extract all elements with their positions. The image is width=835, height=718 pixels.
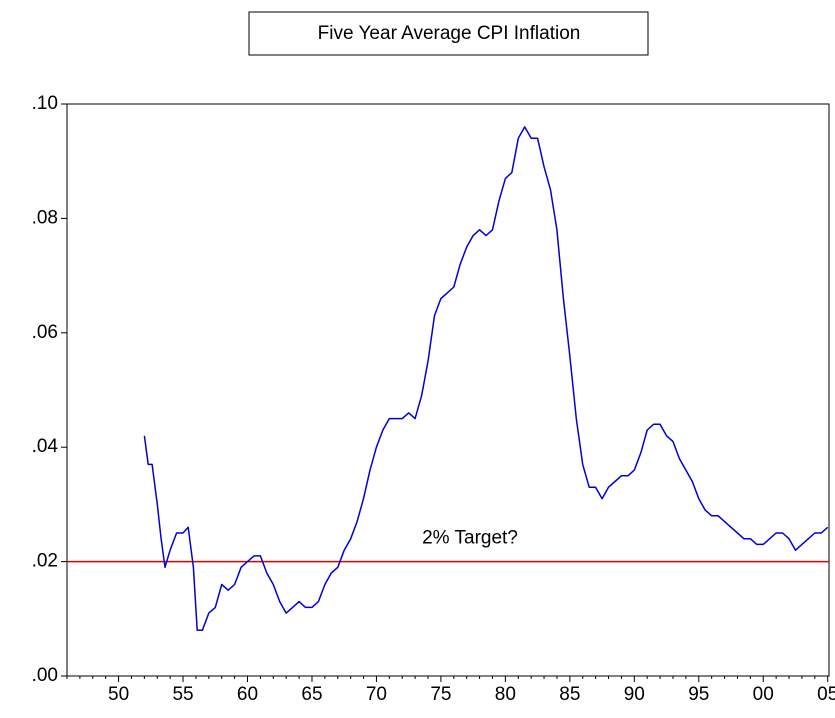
y-tick-label: .08: [32, 207, 58, 228]
series-line: [143, 126, 829, 631]
x-tick-label: 65: [301, 684, 322, 705]
y-tick-label: .06: [32, 322, 58, 343]
x-tick-label: 50: [108, 684, 129, 705]
plot-frame: [66, 103, 830, 677]
x-tick-label: 85: [559, 684, 580, 705]
chart-title: Five Year Average CPI Inflation: [318, 23, 581, 44]
x-tick-label: 55: [172, 684, 193, 705]
x-tick-label: 90: [624, 684, 645, 705]
x-tick-label: 70: [366, 684, 387, 705]
title-box: [248, 11, 649, 56]
x-tick-label: 60: [237, 684, 258, 705]
annotation: 2% Target?: [422, 528, 518, 549]
x-tick-label: 00: [753, 684, 774, 705]
y-tick-label: .02: [32, 551, 58, 572]
y-tick-label: .00: [32, 665, 58, 686]
x-tick-label: 80: [495, 684, 516, 705]
x-tick-label: 05: [817, 684, 835, 705]
y-tick-label: .04: [32, 436, 59, 457]
y-tick-label: .10: [32, 93, 58, 114]
x-tick-label: 95: [688, 684, 709, 705]
x-tick-label: 75: [430, 684, 451, 705]
